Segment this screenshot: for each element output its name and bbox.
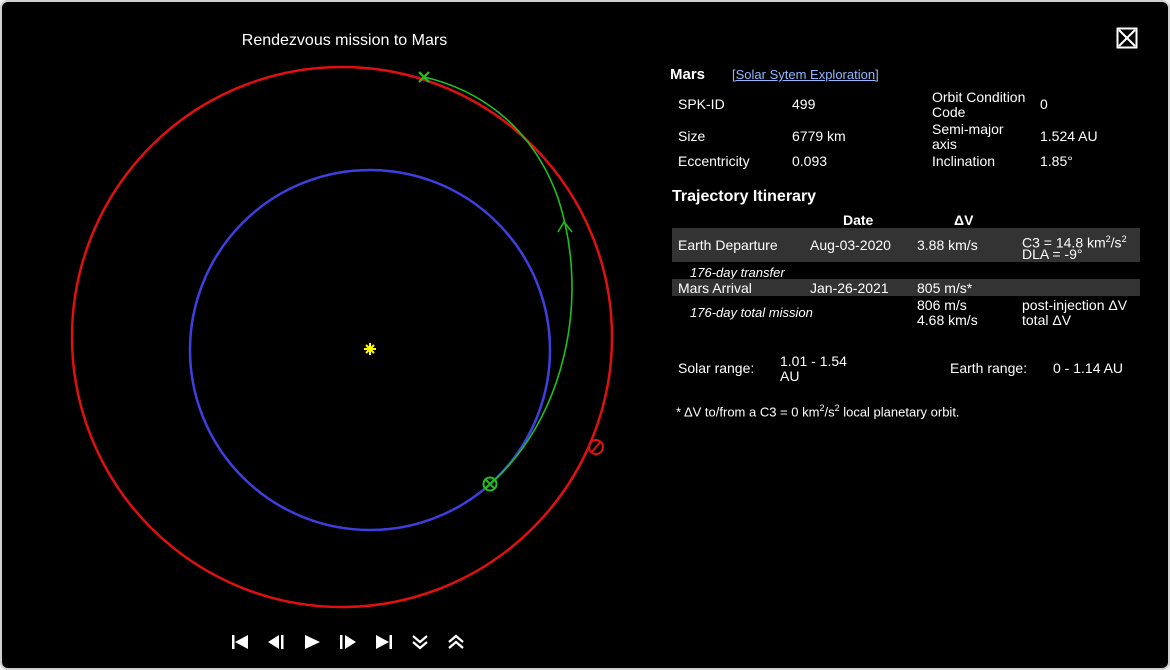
planet-name: Mars (670, 66, 706, 83)
spk-id-value: 499 (792, 96, 816, 112)
semi-major-axis-label: Semi-major axis (932, 121, 1004, 152)
earth-orbit (188, 168, 552, 532)
step-forward-icon[interactable] (332, 628, 364, 656)
c3-value: C3 = 14.8 km2/s2 (1022, 234, 1127, 251)
plot-title: Rendezvous mission to Mars (241, 32, 448, 49)
sun-icon (364, 343, 376, 355)
solar-range-value: 1.01 - 1.54 AU (780, 353, 847, 384)
chevron-double-up-icon[interactable] (440, 628, 472, 656)
orbit-diagram (70, 65, 614, 609)
close-box-icon[interactable] (1116, 27, 1138, 49)
step-back-icon[interactable] (260, 628, 292, 656)
size-value: 6779 km (792, 128, 846, 144)
arrival-row-bg (672, 279, 1140, 296)
arrival-delta-v: 805 m/s* (917, 280, 973, 296)
planet-header: Mars (670, 66, 705, 83)
skip-last-icon[interactable] (368, 628, 400, 656)
transfer-duration: 176-day transfer (690, 265, 785, 280)
chevron-double-down-icon[interactable] (404, 628, 436, 656)
play-icon[interactable] (296, 628, 328, 656)
arrival-label: Mars Arrival (678, 280, 752, 296)
total-delta-v: 4.68 km/s (917, 312, 978, 328)
solar-range-label: Solar range: (678, 360, 755, 376)
total-delta-v-label: total ΔV (1022, 312, 1072, 328)
inclination-value: 1.85° (1040, 153, 1073, 169)
post-injection-label: post-injection ΔV (1022, 297, 1128, 313)
trajectory-direction-arrow (557, 220, 573, 233)
semi-major-axis-value: 1.524 AU (1040, 128, 1098, 144)
earth-range-value: 0 - 1.14 AU (1053, 360, 1124, 376)
size-label: Size (678, 128, 706, 144)
post-injection-delta-v: 806 m/s (917, 297, 967, 313)
arrival-date: Jan-26-2021 (810, 280, 889, 296)
mars-orbit (70, 65, 614, 609)
eccentricity-value: 0.093 (792, 153, 828, 169)
mars-marker (588, 439, 604, 455)
itinerary-title: Trajectory Itinerary (672, 188, 817, 205)
date-column-header: Date (843, 212, 874, 228)
transfer-trajectory (423, 76, 573, 485)
dla-value: DLA = -9° (1022, 246, 1083, 262)
skip-first-icon[interactable] (224, 628, 256, 656)
earth-range-label: Earth range: (950, 360, 1028, 376)
spk-id-label: SPK-ID (678, 96, 725, 112)
departure-label: Earth Departure (678, 237, 778, 253)
orbit-condition-code-label: Orbit Condition Code (932, 89, 1026, 120)
eccentricity-label: Eccentricity (678, 153, 750, 169)
delta-v-footnote: * ΔV to/from a C3 = 0 km2/s2 local plane… (676, 403, 960, 420)
departure-delta-v: 3.88 km/s (917, 237, 978, 253)
playback-controls (224, 628, 472, 656)
departure-date: Aug-03-2020 (810, 237, 891, 253)
solar-system-exploration-link[interactable]: [Solar Sytem Exploration] (732, 67, 879, 82)
arrival-marker (418, 71, 430, 83)
inclination-label: Inclination (932, 153, 996, 169)
total-mission-label: 176-day total mission (690, 305, 813, 320)
earth-marker (482, 476, 498, 492)
delta-v-column-header: ΔV (954, 212, 974, 228)
departure-row-bg (672, 228, 1140, 262)
orbit-condition-code-value: 0 (1040, 96, 1048, 112)
